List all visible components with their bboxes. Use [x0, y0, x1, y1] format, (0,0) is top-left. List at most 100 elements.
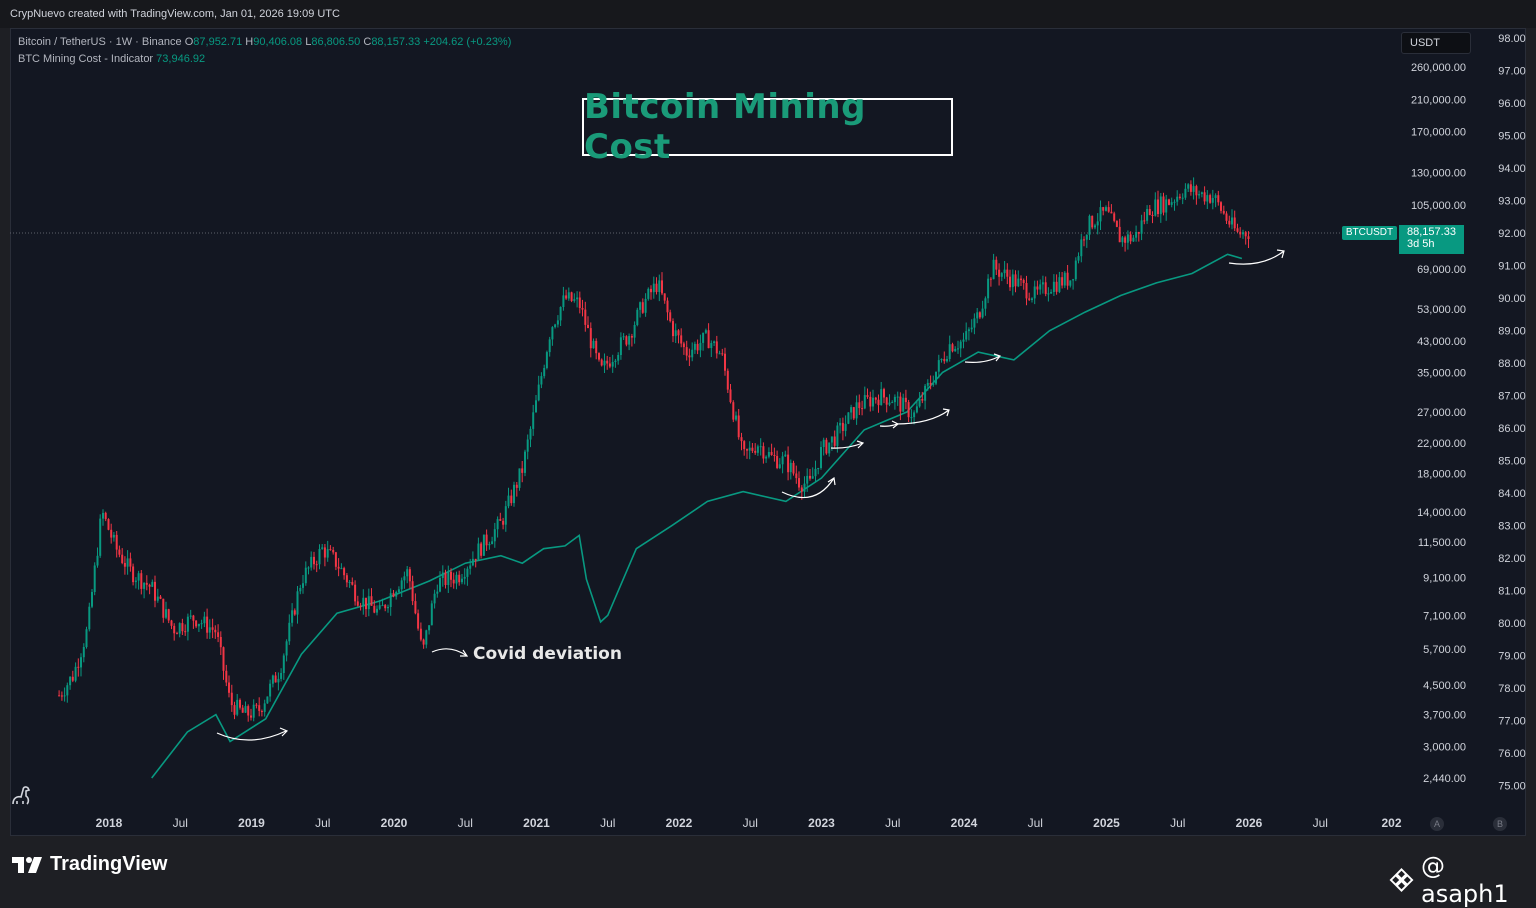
- candle: [225, 664, 228, 687]
- candle: [548, 336, 551, 357]
- candle: [302, 575, 304, 594]
- price-axis-tick: 22,000.00: [1417, 438, 1466, 450]
- candle: [186, 613, 189, 641]
- arrow-annotation: [993, 353, 1002, 362]
- candle: [576, 291, 579, 308]
- candle: [817, 467, 820, 475]
- candle: [1129, 231, 1132, 245]
- candle: [737, 409, 740, 440]
- time-axis-tick: 2019: [238, 816, 265, 830]
- candle: [598, 352, 600, 362]
- auto-scale-button[interactable]: A: [1430, 817, 1444, 831]
- candle: [592, 338, 595, 349]
- time-axis-tick: Jul: [1313, 816, 1328, 830]
- candle: [236, 694, 239, 717]
- candle: [321, 544, 324, 550]
- candle: [1020, 275, 1022, 286]
- candle: [408, 566, 411, 589]
- candle: [682, 341, 685, 355]
- candle: [535, 395, 537, 413]
- candle: [406, 566, 409, 584]
- candle: [962, 332, 965, 349]
- candle: [334, 551, 337, 571]
- candle: [173, 623, 176, 641]
- candle: [803, 476, 806, 498]
- candle: [1239, 227, 1242, 238]
- candle: [356, 595, 359, 607]
- candle: [280, 668, 283, 682]
- candle: [403, 571, 406, 589]
- candle: [99, 514, 102, 558]
- price-axis-tick: 18,000.00: [1417, 469, 1466, 481]
- candle: [526, 434, 529, 460]
- candle: [387, 604, 389, 613]
- candle: [414, 593, 417, 615]
- candle: [625, 335, 628, 347]
- chart-panel[interactable]: [10, 28, 1526, 836]
- indicator-value: 73,946.92: [156, 53, 206, 65]
- candle: [365, 597, 367, 617]
- candle: [397, 586, 400, 593]
- candle: [1187, 183, 1190, 192]
- candle: [877, 394, 880, 413]
- candle: [1017, 270, 1020, 288]
- candle: [1132, 235, 1135, 242]
- candle: [1110, 204, 1113, 214]
- indicator-label: BTC Mining Cost - Indicator: [18, 53, 154, 65]
- candle: [545, 350, 548, 370]
- candle: [784, 450, 787, 457]
- candle: [156, 588, 159, 603]
- candle: [666, 297, 669, 321]
- candle: [614, 358, 617, 368]
- candle: [1228, 215, 1231, 228]
- candle: [652, 276, 655, 299]
- symbol-legend[interactable]: Bitcoin / TetherUS · 1W · Binance O87,95…: [18, 36, 511, 48]
- candle: [874, 396, 877, 404]
- candle: [455, 571, 458, 590]
- candle: [326, 540, 329, 562]
- candle: [1063, 271, 1066, 289]
- open-label: O: [184, 36, 194, 48]
- candle: [348, 580, 351, 588]
- candle: [1052, 274, 1055, 296]
- candle: [855, 395, 858, 425]
- candle: [567, 287, 570, 301]
- secondary-axis-tick: 95.00: [1498, 131, 1526, 143]
- candle: [192, 614, 195, 629]
- arrow-annotation: [879, 423, 898, 427]
- candle: [913, 410, 916, 425]
- candle: [940, 358, 943, 363]
- candle: [1028, 292, 1031, 301]
- candle: [1039, 279, 1042, 295]
- candle: [1003, 261, 1006, 279]
- candle: [102, 509, 104, 526]
- candle: [608, 357, 611, 369]
- watermark-handle: @ asaph1: [1421, 852, 1509, 908]
- candle: [436, 584, 439, 598]
- candle: [787, 446, 790, 481]
- currency-button[interactable]: USDT: [1401, 32, 1471, 54]
- candle: [1069, 280, 1072, 288]
- candle: [1025, 275, 1028, 306]
- candle: [641, 298, 644, 314]
- candle: [250, 708, 252, 721]
- chart-title-box: Bitcoin Mining Cost: [582, 87, 953, 167]
- candle: [830, 436, 833, 451]
- candle: [277, 672, 280, 691]
- candle: [184, 624, 187, 636]
- log-scale-button[interactable]: B: [1493, 817, 1507, 831]
- candle: [1157, 190, 1159, 218]
- candle: [896, 391, 899, 406]
- time-axis-tick: 2023: [808, 816, 835, 830]
- dino-icon[interactable]: [9, 782, 35, 812]
- candle: [400, 577, 403, 597]
- indicator-legend[interactable]: BTC Mining Cost - Indicator 73,946.92: [18, 53, 205, 65]
- candle: [570, 291, 573, 303]
- price-axis-tick: 2,440.00: [1423, 773, 1466, 785]
- binance-icon: [1389, 868, 1414, 892]
- candle: [559, 306, 562, 326]
- candle: [137, 570, 140, 590]
- time-axis-tick: 2021: [523, 816, 550, 830]
- candle: [696, 339, 699, 355]
